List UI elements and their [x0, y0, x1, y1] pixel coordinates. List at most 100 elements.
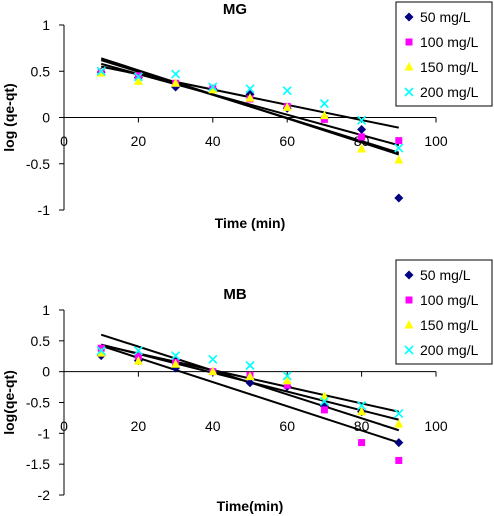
data-point: [96, 348, 106, 357]
data-point: [319, 110, 329, 120]
legend-marker: [405, 296, 413, 304]
x-tick-label: 60: [279, 133, 295, 149]
data-point: [245, 84, 255, 94]
data-point: [96, 66, 106, 76]
x-axis-label: Time (min): [215, 215, 286, 231]
y-axis-label: log (qe-qt): [1, 83, 17, 151]
legend-label: 50 mg/L: [420, 267, 471, 283]
data-point: [394, 155, 404, 164]
data-point-stroke-b: [357, 115, 367, 125]
x-tick-label: 0: [60, 133, 68, 149]
data-point-stroke-b: [282, 371, 292, 381]
y-tick-label: -0.5: [26, 395, 50, 411]
data-point: [319, 391, 329, 400]
data-point: [320, 115, 328, 123]
data-point: [245, 360, 255, 371]
data-point: [282, 86, 292, 96]
x-tick-label: 20: [131, 418, 147, 434]
legend-marker-stroke-b: [404, 87, 414, 97]
legend: 50 mg/L 100 mg/L 150 mg/L 200 mg/L: [395, 1, 493, 107]
y-tick-label: 0: [42, 110, 50, 126]
y-tick-label: -1: [38, 425, 51, 441]
data-point: [133, 76, 143, 85]
data-point-stroke-b: [208, 354, 218, 364]
data-point: [96, 346, 106, 356]
data-point: [245, 93, 255, 102]
x-tick-label: 0: [60, 418, 68, 434]
data-point: [245, 378, 255, 388]
data-point: [171, 69, 181, 79]
data-point: [171, 78, 181, 87]
legend-marker: [404, 320, 414, 329]
legend-label: 100 mg/L: [420, 34, 479, 50]
chart-title: MG: [223, 1, 247, 18]
data-point: [208, 82, 218, 92]
data-point-stroke-b: [394, 409, 404, 419]
y-tick-label: -1: [38, 202, 51, 218]
y-tick-label: 0: [42, 364, 50, 380]
data-point-stroke-b: [357, 401, 367, 411]
x-tick-label: 100: [424, 133, 448, 149]
data-point: [357, 143, 367, 153]
data-point-stroke-b: [319, 396, 329, 406]
data-point: [394, 419, 404, 428]
data-point: [171, 351, 181, 361]
legend-label: 50 mg/L: [420, 9, 471, 25]
data-point-stroke-b: [245, 84, 255, 94]
x-tick-label: 100: [424, 418, 448, 434]
data-point: [358, 133, 366, 141]
y-tick-label: 1: [42, 302, 50, 318]
legend-marker: [404, 345, 414, 355]
x-tick-label: 60: [279, 418, 295, 434]
data-point-stroke-b: [133, 72, 143, 82]
data-point-stroke-b: [96, 346, 106, 356]
data-point: [394, 143, 404, 153]
data-point-stroke-b: [319, 99, 329, 109]
y-tick-label: 0.5: [31, 333, 51, 349]
legend-label: 200 mg/L: [420, 342, 479, 358]
data-point: [395, 137, 403, 145]
y-tick-label: -0.5: [26, 156, 50, 172]
data-point: [395, 456, 403, 464]
data-point: [357, 406, 367, 416]
legend-label: 150 mg/L: [420, 59, 479, 75]
trend-line-50-mg-l: [100, 344, 400, 444]
y-tick-label: -2: [38, 487, 51, 503]
legend: 50 mg/L 100 mg/L 150 mg/L 200 mg/L: [395, 259, 493, 365]
legend-marker: [405, 38, 413, 46]
data-point: [282, 375, 292, 385]
x-tick-label: 20: [131, 133, 147, 149]
chart-title: MB: [223, 286, 246, 303]
data-point: [394, 438, 404, 448]
data-point: [394, 193, 404, 203]
data-point: [133, 346, 143, 356]
data-point-stroke-b: [208, 82, 218, 92]
data-point: [394, 409, 404, 419]
trend-line-150-mg-l: [100, 59, 400, 154]
data-point: [357, 401, 367, 411]
data-point: [283, 381, 291, 389]
data-point: [357, 125, 367, 135]
x-tick-label: 40: [205, 133, 221, 149]
data-point: [245, 371, 255, 381]
mb-chart: MB-2-1.5-1-0.500.510 20 40 60 80 100Time(min)…: [1, 259, 493, 514]
legend-marker: [404, 87, 414, 97]
data-point: [208, 84, 218, 94]
data-point: [319, 396, 329, 406]
data-point-stroke-b: [245, 360, 255, 371]
data-point-stroke-b: [171, 69, 181, 79]
legend-marker: [404, 12, 414, 22]
legend-label: 150 mg/L: [420, 317, 479, 333]
data-point: [208, 366, 218, 376]
data-point: [320, 406, 328, 414]
data-point: [171, 359, 181, 368]
data-point-stroke-b: [133, 346, 143, 356]
data-point: [282, 371, 292, 381]
data-point: [133, 72, 143, 82]
legend-marker: [404, 62, 414, 71]
data-point: [208, 354, 218, 364]
legend-label: 100 mg/L: [420, 292, 479, 308]
data-point: [133, 356, 143, 365]
